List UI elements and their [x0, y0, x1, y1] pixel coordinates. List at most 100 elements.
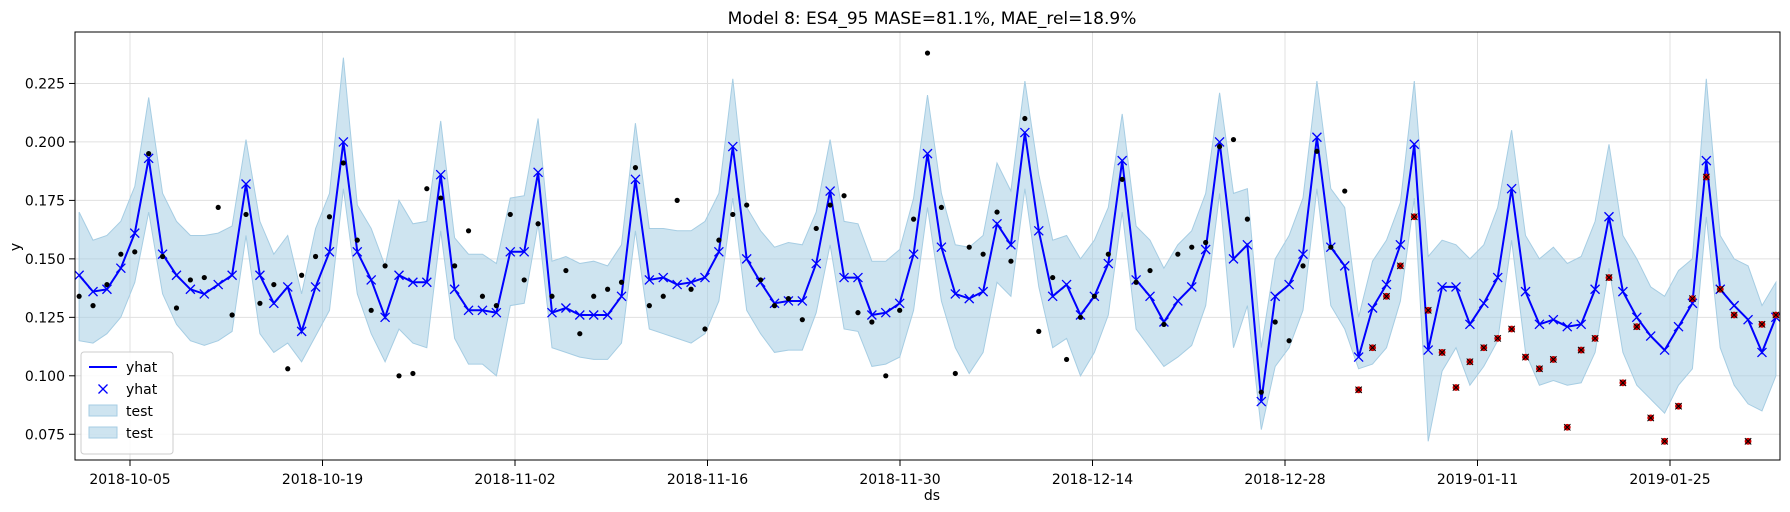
- yhat-marker: [143, 153, 154, 164]
- test-actual-marker: [1368, 344, 1377, 352]
- yhat-marker: [338, 136, 349, 147]
- x-tick-label: 2019-01-25: [1629, 472, 1710, 488]
- yhat-marker: [978, 286, 989, 297]
- yhat-marker: [75, 270, 85, 281]
- yhat-marker: [1228, 253, 1239, 264]
- actual-point: [1091, 293, 1097, 299]
- actual-point: [1203, 239, 1209, 246]
- yhat-marker: [908, 249, 919, 260]
- yhat-marker: [922, 148, 933, 159]
- actual-point: [1008, 258, 1014, 264]
- yhat-marker: [713, 246, 724, 257]
- yhat-marker: [1242, 239, 1253, 250]
- actual-point: [340, 160, 346, 166]
- x-tick-label: 2018-11-16: [667, 472, 748, 488]
- yhat-marker: [1311, 132, 1322, 143]
- yhat-marker: [1033, 225, 1044, 236]
- actual-point: [883, 373, 889, 379]
- actual-point: [354, 237, 360, 243]
- actual-point: [1036, 328, 1042, 334]
- yhat-marker: [129, 228, 140, 239]
- test-actual-marker: [1716, 285, 1724, 293]
- test-actual-marker: [1452, 383, 1460, 392]
- actual-point: [924, 50, 931, 56]
- test-actual-marker: [1424, 306, 1432, 314]
- actual-point: [1050, 274, 1056, 281]
- test-actual-marker: [1730, 311, 1738, 319]
- actual-point: [368, 307, 374, 313]
- actual-point: [118, 251, 124, 257]
- yhat-marker: [1701, 155, 1712, 166]
- test-actual-marker: [1521, 353, 1530, 361]
- yhat-marker: [241, 179, 251, 189]
- yhat-marker: [199, 288, 210, 299]
- x-tick-label: 2018-11-30: [859, 472, 940, 488]
- yhat-marker: [727, 141, 738, 152]
- actual-point: [827, 202, 833, 208]
- test-actual-marker: [1744, 437, 1752, 445]
- actual-point: [1286, 338, 1292, 344]
- yhat-marker: [101, 284, 112, 295]
- x-tick-label: 2018-12-28: [1244, 472, 1325, 488]
- test-actual-marker: [1535, 365, 1543, 373]
- actual-point: [1175, 251, 1181, 257]
- actual-point: [1105, 251, 1111, 257]
- actual-point: [841, 193, 847, 199]
- test-actual-marker: [1702, 173, 1710, 181]
- yhat-marker: [1256, 396, 1267, 407]
- plot-area: 2018-10-05 2018-10-19 2018-11-02 2018-11-16…: [25, 31, 1781, 488]
- actual-point: [104, 281, 110, 288]
- actual-point: [674, 197, 680, 203]
- legend-marker-swatch: [98, 384, 108, 394]
- yhat-marker: [1687, 298, 1698, 309]
- actual-point: [257, 300, 263, 306]
- axes-frame: [74, 31, 1781, 461]
- yhat-marker: [449, 284, 460, 295]
- yhat-marker: [1298, 249, 1308, 260]
- x-tick-label: 2019-01-11: [1437, 472, 1518, 488]
- yhat-marker: [1576, 319, 1587, 330]
- yhat-marker: [1103, 258, 1114, 269]
- actual-point: [1147, 267, 1153, 274]
- actual-point: [215, 204, 221, 211]
- yhat-marker: [1757, 347, 1767, 358]
- actual-point: [799, 317, 805, 323]
- y-tick-label: 0.150: [25, 252, 65, 268]
- test-actual-marker: [1355, 386, 1363, 394]
- x-tick-label: 2018-10-19: [282, 472, 363, 488]
- yhat-marker: [1117, 155, 1128, 166]
- actual-point: [452, 263, 458, 269]
- yhat-marker: [407, 277, 418, 288]
- actual-point: [1077, 314, 1084, 320]
- actual-point: [869, 319, 875, 325]
- test-actual-marker: [1674, 402, 1683, 410]
- x-axis-title: ds: [924, 488, 940, 504]
- legend-label: yhat: [126, 360, 158, 376]
- yhat-marker: [366, 274, 377, 285]
- test-actual-marker: [1758, 320, 1766, 328]
- actual-point: [312, 253, 319, 260]
- yhat-marker: [644, 274, 655, 285]
- yhat-marker: [1284, 279, 1295, 290]
- test-actual-marker: [1577, 346, 1585, 354]
- yhat-marker: [992, 218, 1002, 229]
- actual-point: [243, 211, 249, 218]
- actual-point: [938, 204, 945, 211]
- actual-point: [299, 272, 305, 278]
- yhat-marker: [1729, 300, 1740, 311]
- yhat-marker: [1492, 272, 1503, 283]
- test-actual-marker: [1605, 274, 1613, 282]
- yhat-marker: [394, 270, 404, 281]
- actual-point: [813, 225, 819, 232]
- chart-title: Model 8: ES4_95 MASE=81.1%, MAE_rel=18.9…: [728, 9, 1137, 29]
- yhat-marker: [1214, 136, 1225, 147]
- actual-point: [521, 277, 527, 283]
- actual-point: [744, 202, 750, 208]
- y-tick-label: 0.100: [25, 369, 65, 385]
- actual-point: [966, 244, 972, 250]
- yhat-marker: [1631, 312, 1642, 323]
- legend-label: test: [126, 404, 153, 420]
- actual-point: [1258, 389, 1264, 395]
- actual-point: [535, 221, 541, 227]
- actual-point: [271, 281, 277, 288]
